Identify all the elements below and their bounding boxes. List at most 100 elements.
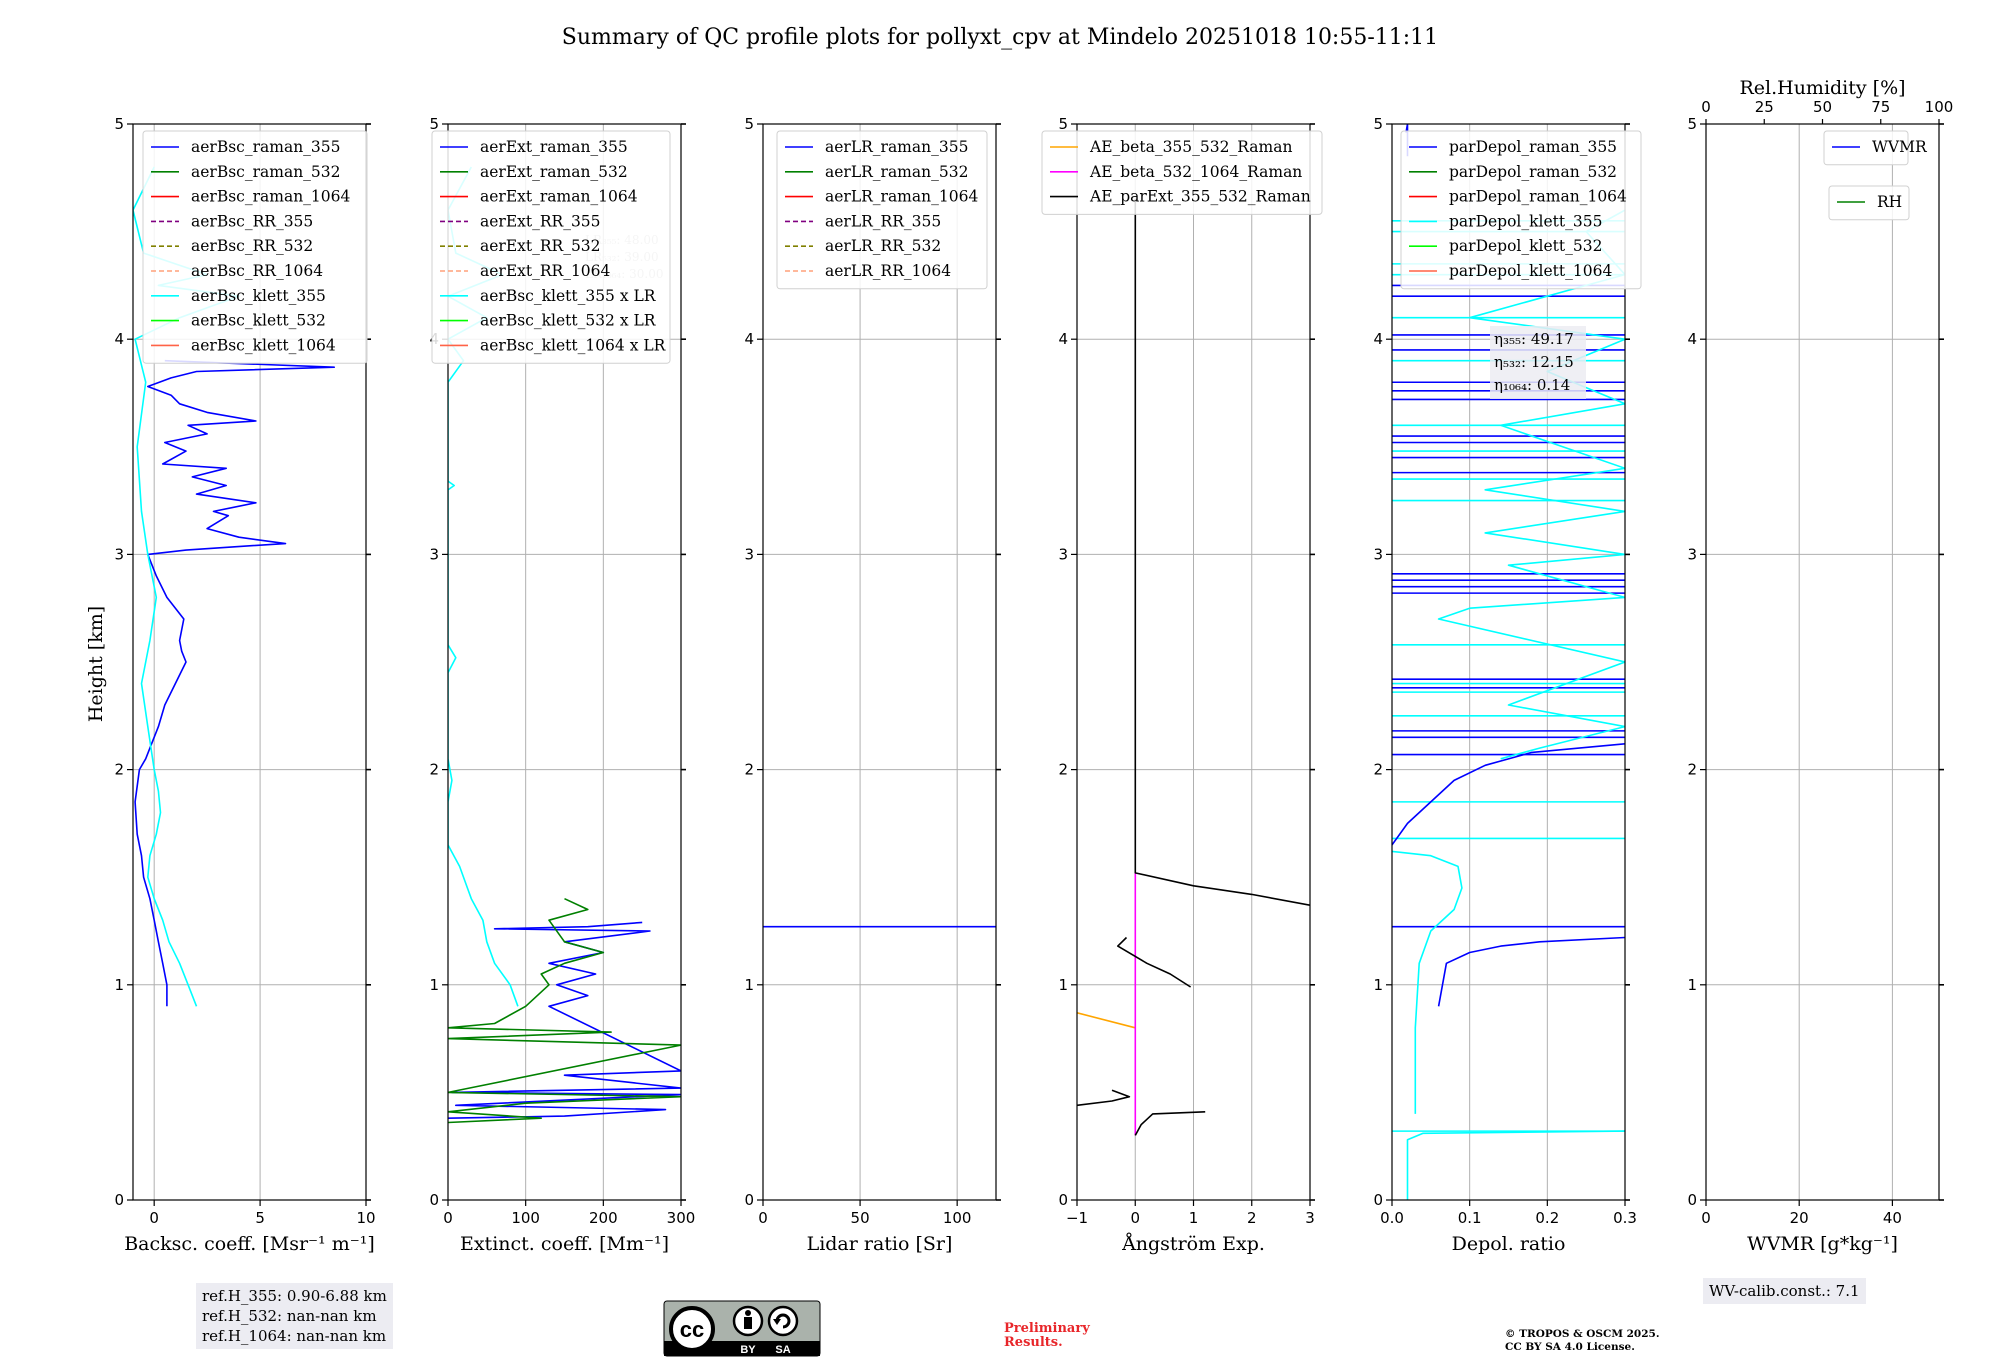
lr-x-axis-label: Lidar ratio [Sr]: [807, 1233, 953, 1255]
legend-label: RH: [1877, 193, 1902, 211]
series-AE_parExt_355_532_Raman: [1134, 1111, 1206, 1136]
legend-label: aerBsc_klett_1064: [191, 336, 336, 354]
depol-ytick-label: 3: [1373, 545, 1383, 563]
bsc-xtick-label: 5: [255, 1209, 265, 1227]
preliminary-note: Preliminary Results.: [1004, 1322, 1090, 1350]
series-aerExt_raman_355: [448, 921, 681, 1119]
legend-label: aerLR_RR_355: [825, 212, 941, 230]
sa-text: SA: [775, 1344, 790, 1356]
bsc-ytick-label: 3: [114, 545, 124, 563]
series-parDepol_klett_355: [1437, 209, 1625, 760]
ae-ytick-label: 5: [1058, 115, 1068, 133]
legend-label: aerBsc_raman_355: [191, 138, 341, 156]
lr-ytick-label: 5: [744, 115, 754, 133]
depol-xtick-label: 0.1: [1458, 1209, 1482, 1227]
legend-label: aerLR_RR_532: [825, 237, 941, 255]
series-aerBsc_raman_355: [134, 359, 336, 1007]
legend-label: parDepol_klett_355: [1449, 212, 1602, 230]
ext-ytick-label: 5: [429, 115, 439, 133]
lr-ytick-label: 0: [744, 1191, 754, 1209]
wvmr-ytick-label: 5: [1687, 115, 1697, 133]
legend-label: aerExt_RR_532: [480, 237, 601, 255]
ae-ytick-label: 2: [1058, 761, 1068, 779]
series-AE_beta_355_532_Raman: [1077, 1012, 1136, 1029]
legend-label: aerBsc_klett_355: [191, 287, 326, 305]
series-parDepol_klett_355: [1406, 1130, 1625, 1200]
sa-icon: [767, 1305, 799, 1337]
y-axis-label: Height [km]: [85, 606, 107, 722]
preliminary-line-2: Results.: [1004, 1335, 1063, 1350]
wvmr-ytick-label: 4: [1687, 330, 1697, 348]
ae-legend: AE_beta_355_532_Raman AE_beta_532_1064_Ra…: [1041, 130, 1323, 215]
ae-xtick-label: 1: [1189, 1209, 1199, 1227]
annotation-label: η₁₀₆₄: 0.14: [1494, 376, 1570, 394]
ext-ytick-label: 3: [429, 545, 439, 563]
by-text: BY: [740, 1344, 756, 1356]
bsc-frame: [132, 123, 367, 1201]
depol-annotations: η₃₅₅: 49.17 η₅₃₂: 12.15 η₁₀₆₄: 0.14: [1490, 326, 1586, 399]
bsc-ytick-label: 5: [114, 115, 124, 133]
depol-xtick-label: 0.2: [1535, 1209, 1559, 1227]
legend-label: aerExt_raman_1064: [480, 188, 638, 206]
legend-label: aerLR_raman_532: [825, 163, 968, 181]
ae-grid: [1076, 123, 1311, 1201]
ref-h-532: ref.H_532: nan-nan km: [202, 1307, 377, 1325]
reference-height-box: ref.H_355: 0.90-6.88 km ref.H_532: nan-n…: [196, 1283, 393, 1349]
legend-label: aerExt_raman_355: [480, 138, 628, 156]
wvmr-frame: [1705, 123, 1940, 1201]
ref-h-355: ref.H_355: 0.90-6.88 km: [202, 1287, 387, 1305]
panel-ext: 0123450100200300Extinct. coeff. [Mm⁻¹]ae…: [429, 115, 695, 1255]
legend-label: parDepol_raman_355: [1449, 138, 1617, 156]
legend-label: aerBsc_RR_1064: [191, 262, 323, 280]
wv-calib-box: WV-calib.const.: 7.1: [1703, 1278, 1866, 1304]
ae-ytick-label: 0: [1058, 1191, 1068, 1209]
bsc-x-axis-label: Backsc. coeff. [Msr⁻¹ m⁻¹]: [124, 1233, 375, 1255]
legend-label: aerBsc_raman_1064: [191, 188, 351, 206]
wvmr-top-axis-label: Rel.Humidity [%]: [1739, 77, 1905, 99]
lr-ytick-label: 1: [744, 976, 754, 994]
copyright-line-2: CC BY SA 4.0 License.: [1505, 1341, 1635, 1353]
series-parDepol_raman_355: [1392, 743, 1625, 846]
legend-label: parDepol_klett_1064: [1449, 262, 1612, 280]
ae-data: [1077, 199, 1310, 1136]
legend-label: parDepol_klett_532: [1449, 237, 1602, 255]
copyright-note: © TROPOS & OSCM 2025. CC BY SA 4.0 Licen…: [1505, 1328, 1660, 1354]
legend-label: aerLR_RR_1064: [825, 262, 951, 280]
ae-ytick-label: 4: [1058, 330, 1068, 348]
ext-ytick-label: 0: [429, 1191, 439, 1209]
wvmr-top-xtick-label: 25: [1755, 98, 1774, 116]
legend-label: aerLR_raman_1064: [825, 188, 978, 206]
legend-label: aerLR_raman_355: [825, 138, 968, 156]
wvmr-top-xtick-label: 0: [1701, 98, 1711, 116]
lr-ytick-label: 4: [744, 330, 754, 348]
lr-ytick-label: 2: [744, 761, 754, 779]
wvmr-ytick-label: 2: [1687, 761, 1697, 779]
depol-xtick-label: 0.0: [1380, 1209, 1404, 1227]
lr-legend: aerLR_raman_355 aerLR_raman_532 aerLR_rama…: [776, 130, 988, 290]
depol-ytick-label: 5: [1373, 115, 1383, 133]
depol-legend: parDepol_raman_355 parDepol_raman_532 parD…: [1400, 130, 1642, 290]
ext-ytick-label: 1: [429, 976, 439, 994]
series-AE_parExt_355_532_Raman: [1134, 199, 1310, 906]
legend-label: aerExt_raman_532: [480, 163, 628, 181]
annotation-label: η₃₅₅: 49.17: [1494, 330, 1574, 348]
bsc-ytick-label: 4: [114, 330, 124, 348]
wvmr-ytick-label: 3: [1687, 545, 1697, 563]
ext-ytick-label: 2: [429, 761, 439, 779]
ae-xtick-label: 3: [1305, 1209, 1315, 1227]
wvmr-top-xtick-label: 50: [1813, 98, 1832, 116]
depol-ytick-label: 4: [1373, 330, 1383, 348]
legend-label: aerExt_RR_1064: [480, 262, 611, 280]
bsc-ytick-label: 1: [114, 976, 124, 994]
ext-frame: [447, 123, 682, 1201]
legend-label: parDepol_raman_532: [1449, 163, 1617, 181]
lr-xtick-label: 50: [851, 1209, 870, 1227]
ref-h-1064: ref.H_1064: nan-nan km: [202, 1327, 387, 1345]
lr-xtick-label: 0: [758, 1209, 768, 1227]
ext-xtick-label: 0: [443, 1209, 453, 1227]
cc-letters: cc: [680, 1317, 704, 1342]
series-AE_parExt_355_532_Raman: [1077, 1089, 1131, 1107]
annotation-label: η₅₃₂: 12.15: [1494, 353, 1574, 371]
